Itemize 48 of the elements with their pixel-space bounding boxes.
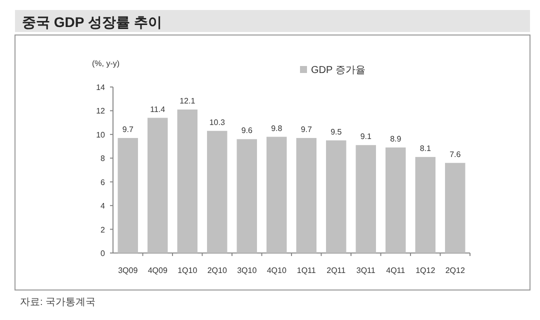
data-label: 12.1 <box>180 96 196 106</box>
bar <box>266 136 287 253</box>
data-label: 7.6 <box>450 150 462 159</box>
bar <box>236 139 257 253</box>
data-label: 8.9 <box>390 134 402 144</box>
data-label: 9.8 <box>271 124 283 133</box>
bar <box>207 130 228 253</box>
data-label: 9.7 <box>300 124 312 134</box>
data-label: 9.1 <box>360 132 372 142</box>
bar <box>356 145 376 253</box>
x-tick-label: 4Q10 <box>266 266 287 275</box>
data-label: 9.7 <box>122 124 134 134</box>
data-label: 9.6 <box>241 126 253 136</box>
data-label: 11.4 <box>150 104 166 114</box>
y-tick-label: 2 <box>100 225 106 234</box>
y-tick-label: 0 <box>100 249 106 258</box>
bar <box>296 138 316 253</box>
data-label: 9.5 <box>330 127 342 136</box>
bar <box>445 162 466 253</box>
x-tick-label: 1Q10 <box>178 266 198 275</box>
bar <box>386 147 406 253</box>
legend-label: GDP 증가율 <box>311 65 366 76</box>
x-tick-label: 1Q11 <box>296 266 316 275</box>
x-tick-label: 2Q12 <box>445 266 466 275</box>
bar <box>415 156 436 253</box>
x-tick-label: 3Q10 <box>237 266 258 275</box>
data-label: 10.3 <box>209 118 226 127</box>
x-tick-label: 4Q11 <box>386 266 406 275</box>
x-tick-label: 2Q11 <box>326 266 346 275</box>
y-tick-label: 8 <box>100 154 106 164</box>
y-tick-label: 12 <box>96 106 106 116</box>
y-tick-label: 14 <box>96 83 106 92</box>
chart-title: 중국 GDP 성장률 추이 <box>22 14 162 30</box>
x-tick-label: 2Q10 <box>207 266 228 275</box>
bar <box>326 140 346 253</box>
data-label: 8.1 <box>420 144 432 153</box>
x-tick-label: 3Q11 <box>356 266 376 275</box>
y-tick-label: 6 <box>100 178 106 187</box>
y-tick-label: 10 <box>96 130 106 140</box>
bar <box>118 138 138 253</box>
x-tick-label: 1Q12 <box>416 266 436 275</box>
text: 자료: 국가통계국 <box>20 297 96 308</box>
bar <box>177 110 198 253</box>
bar <box>148 118 168 253</box>
x-tick-label: 4Q09 <box>148 266 168 275</box>
x-tick-label: 3Q09 <box>118 266 138 275</box>
y-axis-title: (%, y-y) <box>92 59 120 68</box>
y-tick-label: 4 <box>100 202 106 211</box>
